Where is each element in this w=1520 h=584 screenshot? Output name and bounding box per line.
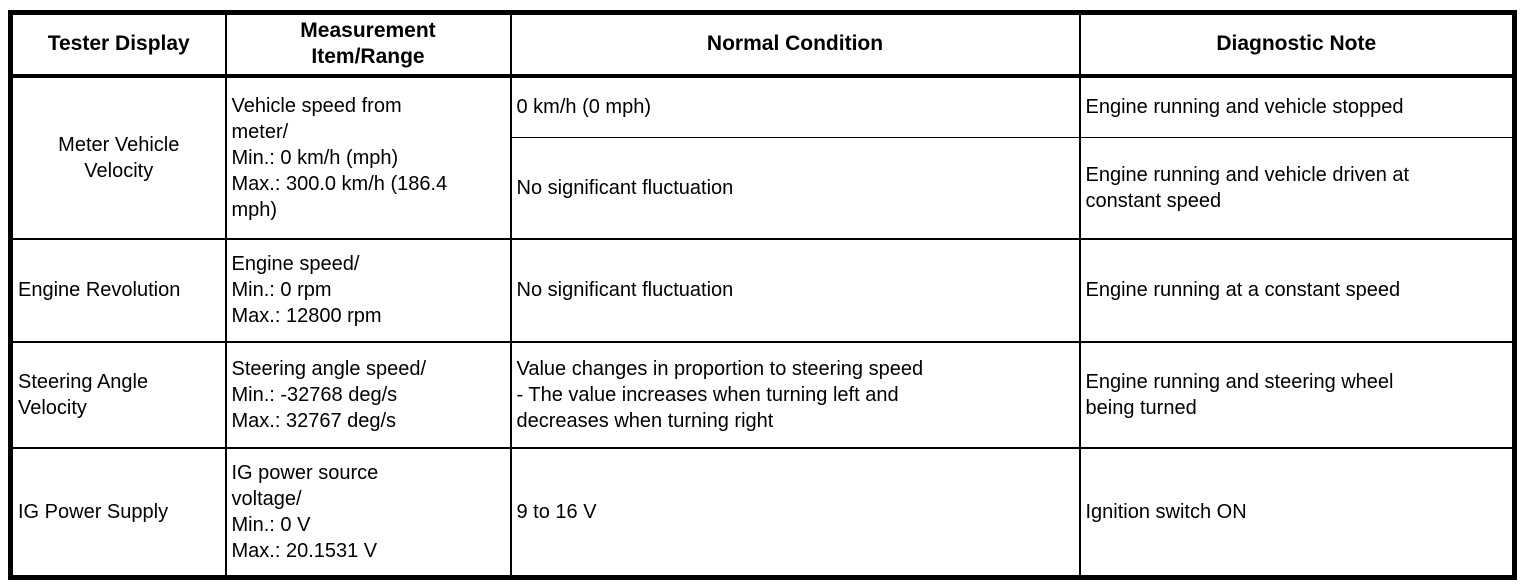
table-row-ig-power-supply: IG Power Supply IG power source voltage/… (9, 446, 1516, 579)
table-row-engine-revolution: Engine Revolution Engine speed/ Min.: 0 … (9, 237, 1516, 343)
table-subrow-meter-vehicle-velocity: No significant fluctuation Engine runnin… (11, 137, 1516, 240)
header-normal-condition: Normal Condition (509, 11, 1081, 78)
header-row: Tester Display Measurement Item/Range No… (9, 11, 1516, 78)
cell-tester-display: Engine Revolution (9, 237, 227, 343)
cell-normal-condition: 9 to 16 V (509, 446, 1081, 579)
cell-measurement-range: Vehicle speed from meter/ Min.: 0 km/h (… (224, 74, 512, 240)
cell-diagnostic-note: Engine running and vehicle driven at con… (1078, 137, 1516, 240)
header-measurement-item-range: Measurement Item/Range (224, 11, 512, 78)
diagnostic-data-table: Tester Display Measurement Item/Range No… (8, 10, 1517, 580)
cell-diagnostic-note: Engine running and steering wheel being … (1078, 340, 1516, 449)
cell-diagnostic-note: Engine running and vehicle stopped (1078, 74, 1516, 138)
cell-tester-display: Steering Angle Velocity (9, 340, 227, 449)
cell-diagnostic-note: Engine running at a constant speed (1078, 237, 1516, 343)
cell-normal-condition: 0 km/h (0 mph) (509, 74, 1081, 138)
cell-normal-condition: Value changes in proportion to steering … (509, 340, 1081, 449)
table-row-meter-vehicle-velocity: Meter Vehicle Velocity Vehicle speed fro… (9, 74, 1516, 240)
cell-normal-condition: No significant fluctuation (509, 237, 1081, 343)
cell-measurement-range: Engine speed/ Min.: 0 rpm Max.: 12800 rp… (224, 237, 512, 343)
cell-normal-condition: No significant fluctuation (509, 137, 1081, 240)
cell-diagnostic-note: Ignition switch ON (1078, 446, 1516, 579)
cell-measurement-range: Steering angle speed/ Min.: -32768 deg/s… (224, 340, 512, 449)
cell-tester-display: IG Power Supply (9, 446, 227, 579)
table-row-steering-angle-velocity: Steering Angle Velocity Steering angle s… (9, 340, 1516, 449)
cell-tester-display: Meter Vehicle Velocity (9, 74, 227, 240)
header-tester-display: Tester Display (9, 11, 227, 78)
cell-measurement-range: IG power source voltage/ Min.: 0 V Max.:… (224, 446, 512, 579)
header-diagnostic-note: Diagnostic Note (1078, 11, 1516, 78)
